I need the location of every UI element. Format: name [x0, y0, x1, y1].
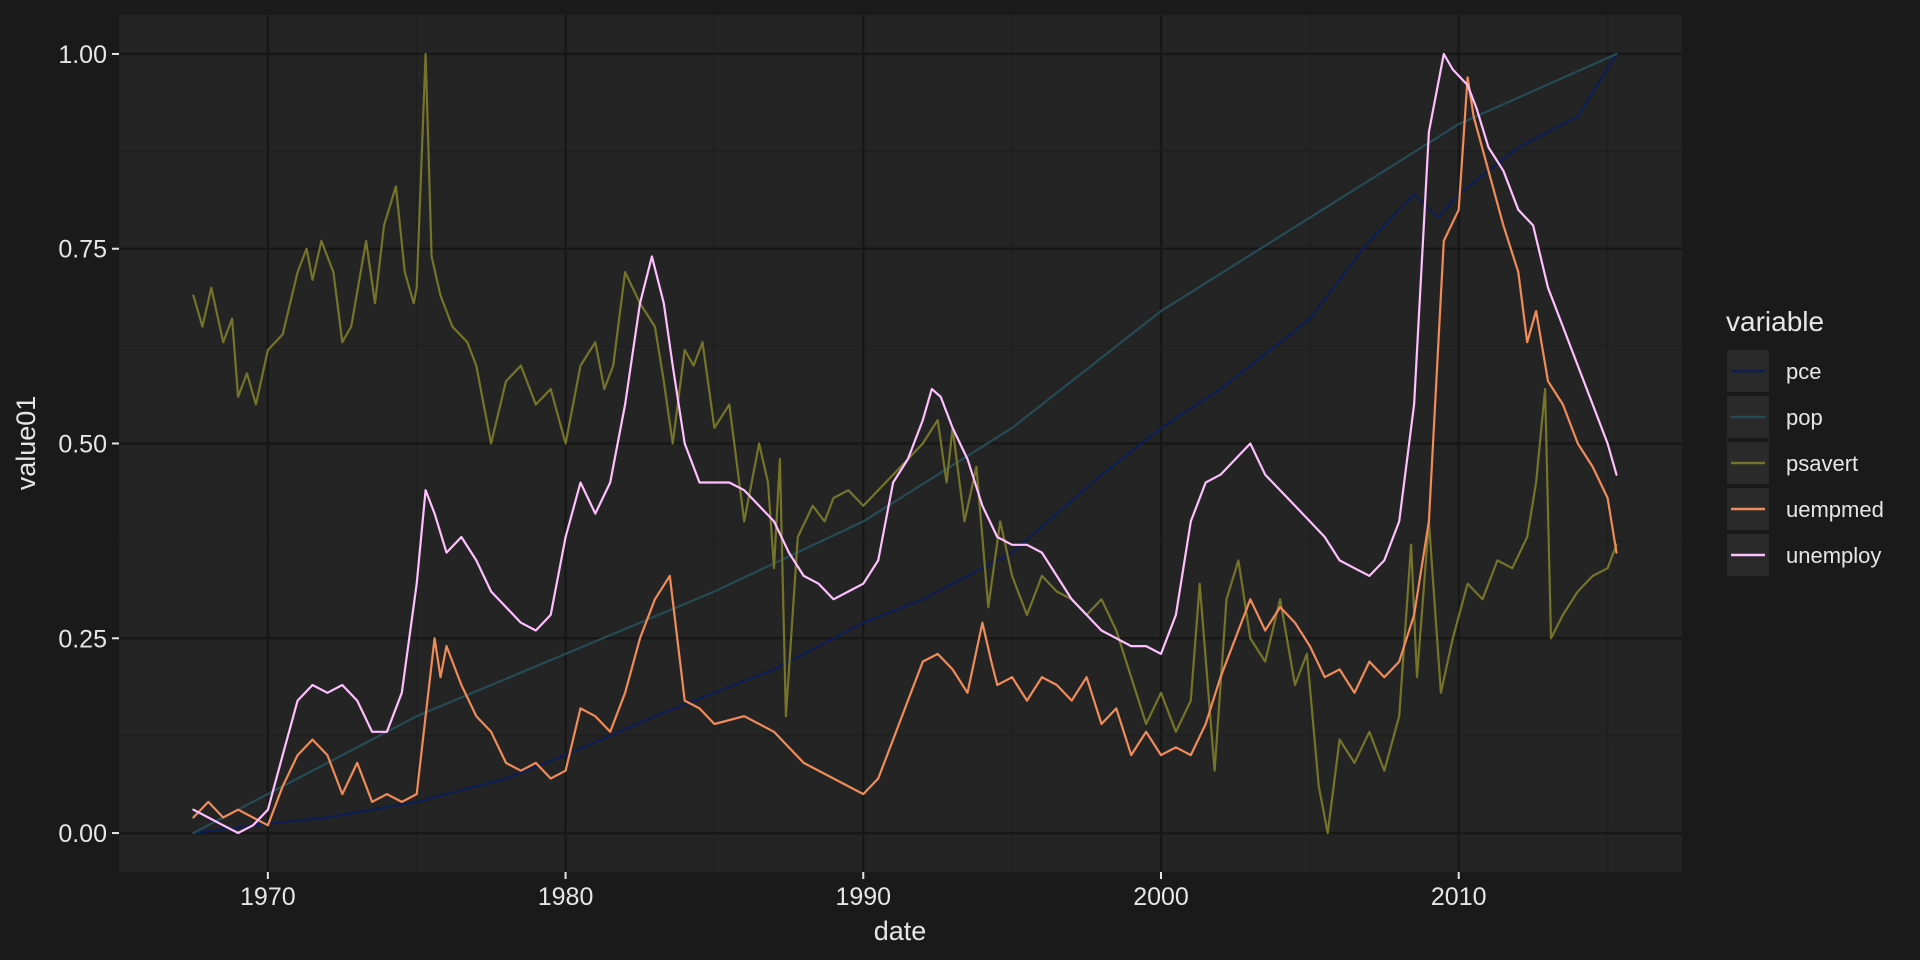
series-line-uempmed: [192, 76, 1618, 827]
series-line-pop: [192, 52, 1618, 835]
x-axis: 1970 1980 1990 2000 2010: [240, 872, 1487, 911]
legend-label-uempmed: uempmed: [1786, 497, 1884, 522]
y-axis-title: value01: [11, 396, 41, 491]
x-tick-label: 1980: [538, 883, 594, 911]
y-tick-label: 1.00: [58, 41, 107, 69]
series-line-pce: [192, 52, 1618, 835]
series-line-psavert: [192, 52, 1618, 835]
y-axis: 0.00 0.25 0.50 0.75 1.00: [58, 41, 119, 848]
y-tick-label: 0.00: [58, 820, 107, 848]
series-lines: [192, 52, 1618, 835]
series-line-unemploy: [192, 52, 1618, 835]
legend: variable pce pop psavert uempmed unemploy: [1726, 306, 1884, 576]
legend-label-unemploy: unemploy: [1786, 543, 1881, 568]
legend-items: pce pop psavert uempmed unemploy: [1727, 350, 1884, 576]
x-axis-title: date: [874, 916, 927, 946]
legend-title: variable: [1726, 306, 1824, 337]
x-tick-label: 1970: [240, 883, 296, 911]
legend-label-pce: pce: [1786, 359, 1821, 384]
x-tick-label: 2000: [1133, 883, 1189, 911]
legend-label-pop: pop: [1786, 405, 1823, 430]
legend-label-psavert: psavert: [1786, 451, 1858, 476]
x-tick-label: 1990: [835, 883, 891, 911]
x-tick-label: 2010: [1431, 883, 1487, 911]
y-tick-label: 0.75: [58, 236, 107, 264]
y-tick-label: 0.25: [58, 625, 107, 653]
y-tick-label: 0.50: [58, 431, 107, 459]
grid-major: [119, 15, 1682, 872]
